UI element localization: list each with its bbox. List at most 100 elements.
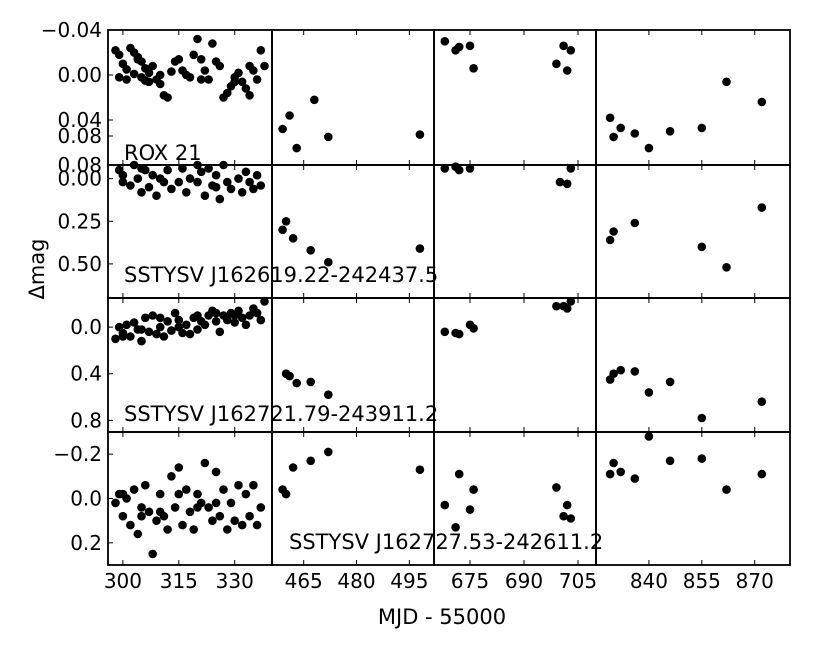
x-tick-label: 870: [736, 569, 774, 593]
data-point: [230, 516, 239, 525]
data-point: [566, 297, 576, 306]
x-tick-label: 495: [390, 569, 428, 593]
data-point: [204, 75, 213, 84]
data-point: [226, 184, 236, 194]
data-point: [196, 167, 206, 177]
data-point: [440, 500, 450, 510]
x-tick-label: 465: [285, 569, 323, 593]
data-point: [252, 308, 262, 318]
data-point: [118, 489, 128, 499]
data-point: [193, 325, 202, 334]
data-point: [126, 332, 135, 341]
y-tick-label: 0.00: [57, 167, 102, 191]
x-tick-label: 675: [451, 569, 489, 593]
y-tick-label: 0.04: [57, 108, 102, 132]
data-point: [697, 413, 707, 423]
data-point: [245, 61, 254, 71]
data-point: [562, 304, 572, 313]
data-point: [230, 318, 239, 327]
data-point: [144, 327, 154, 337]
data-point: [697, 242, 707, 252]
data-point: [144, 182, 154, 192]
data-point: [440, 164, 450, 173]
data-point: [609, 369, 618, 379]
data-point: [226, 498, 236, 508]
data-point: [454, 165, 464, 175]
data-point: [215, 327, 225, 337]
data-point: [260, 61, 269, 71]
data-point: [245, 91, 254, 100]
data-point: [122, 320, 131, 330]
data-point: [155, 507, 165, 517]
data-point: [252, 520, 262, 530]
data-point: [566, 46, 576, 55]
data-point: [118, 177, 128, 187]
data-point: [292, 378, 302, 388]
data-point: [174, 489, 184, 499]
data-point: [200, 66, 210, 75]
panel-frame: [595, 431, 791, 566]
data-point: [211, 498, 221, 508]
panel-grid: −0.040.000.040.08 ROX 210.080.000.250.50 S…: [41, 18, 791, 593]
data-point: [137, 503, 146, 512]
panel-frame: [595, 29, 791, 166]
data-point: [454, 42, 464, 52]
data-point: [562, 179, 572, 189]
data-point: [237, 313, 247, 323]
data-point: [465, 505, 475, 514]
data-point: [415, 465, 425, 475]
data-point: [757, 469, 767, 479]
y-tick-label: 0.4: [70, 362, 102, 386]
y-tick-label: −0.04: [41, 18, 102, 42]
data-point: [189, 50, 198, 60]
data-point: [133, 174, 143, 183]
data-point: [281, 489, 291, 499]
data-point: [178, 164, 187, 173]
y-tick-label: 0.08: [57, 124, 102, 148]
data-point: [722, 485, 731, 494]
data-point: [133, 529, 143, 539]
data-point: [200, 320, 210, 330]
data-point: [234, 68, 243, 78]
data-point: [174, 463, 184, 472]
data-point: [249, 480, 258, 490]
data-point: [552, 483, 561, 492]
data-point: [114, 73, 124, 82]
data-point: [306, 456, 316, 466]
x-tick-label: 315: [160, 569, 198, 593]
data-point: [306, 377, 316, 387]
data-point: [159, 332, 169, 341]
y-tick-label: 0.50: [57, 252, 102, 276]
data-point: [155, 174, 165, 183]
data-point: [245, 177, 254, 187]
data-point: [241, 320, 251, 330]
data-point: [211, 467, 221, 477]
y-tick-label: 0.0: [70, 315, 102, 339]
data-point: [193, 311, 202, 320]
x-tick-label: 705: [559, 569, 597, 593]
data-point: [256, 503, 266, 512]
data-point: [174, 315, 184, 325]
data-point: [178, 520, 187, 530]
data-point: [252, 75, 262, 84]
data-point: [114, 50, 124, 60]
data-point: [182, 485, 191, 494]
data-point: [167, 67, 176, 76]
data-point: [249, 184, 258, 194]
data-point: [163, 525, 172, 534]
data-point: [559, 41, 568, 51]
data-point: [241, 489, 251, 499]
x-tick-label: 330: [216, 569, 254, 593]
data-point: [324, 390, 333, 400]
data-point: [697, 123, 707, 133]
data-point: [152, 516, 161, 525]
data-point: [285, 111, 294, 120]
data-point: [256, 315, 266, 325]
data-point: [163, 165, 172, 175]
data-point: [454, 329, 464, 339]
data-point: [167, 326, 176, 335]
data-point: [182, 320, 191, 330]
data-point: [278, 225, 287, 235]
data-point: [133, 52, 143, 62]
data-point: [665, 127, 675, 136]
